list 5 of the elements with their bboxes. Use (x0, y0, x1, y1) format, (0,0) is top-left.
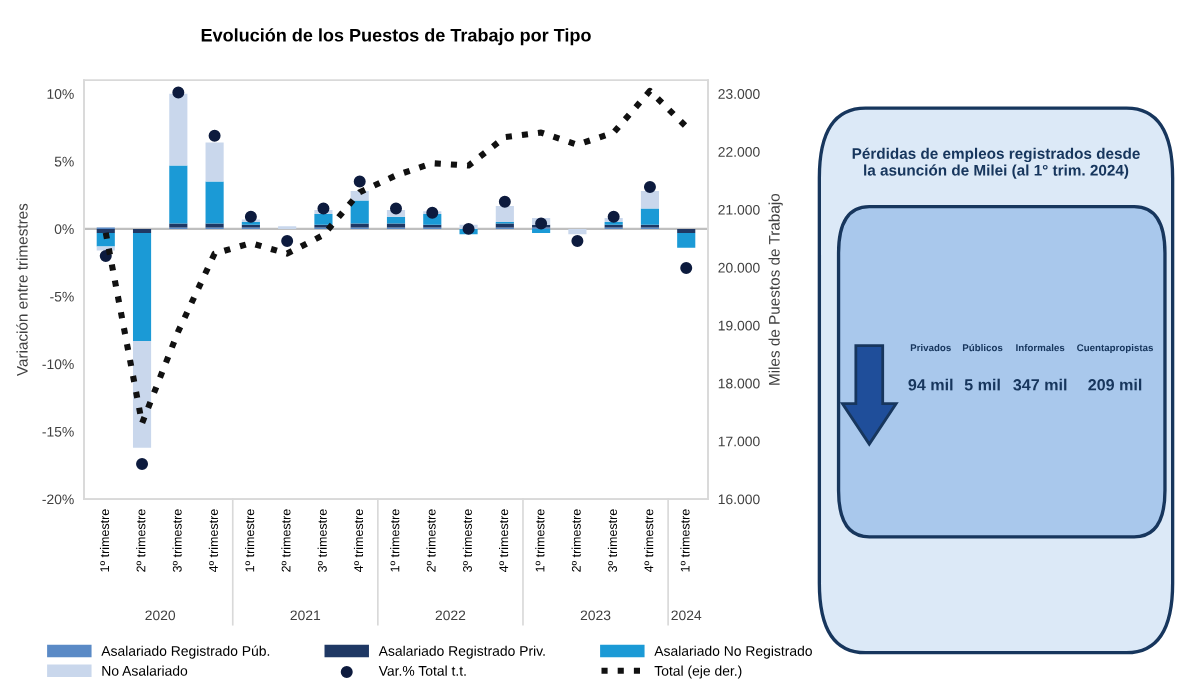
text: 347 mil (1013, 378, 1067, 391)
text: 5 mil (964, 378, 1000, 391)
chart-title: Evolución de los Puestos de Trabajo por Tipo (201, 28, 591, 46)
text: 209 mil (1088, 378, 1142, 391)
text: 94 mil (908, 378, 953, 391)
